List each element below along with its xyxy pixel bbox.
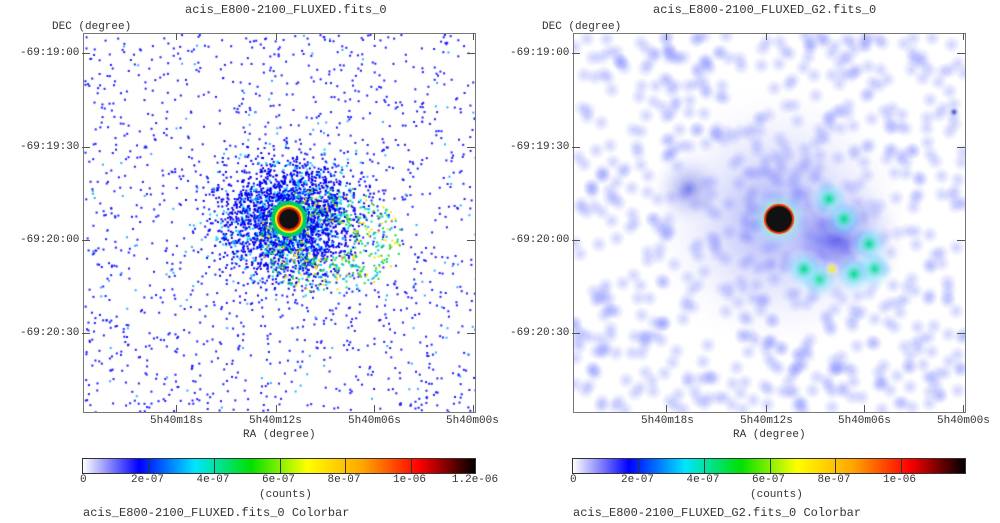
left-x-tick: 5h40m00s [446, 415, 499, 427]
colorbar-divider [345, 459, 346, 473]
left-colorbar-caption: acis_E800-2100_FLUXED.fits_0 Colorbar [83, 506, 350, 520]
axis-tick [82, 333, 90, 334]
right-y-tick: -69:20:30 [510, 327, 570, 339]
left-y-tick: -69:20:30 [20, 327, 80, 339]
colorbar-divider [410, 459, 412, 473]
right-x-tick: 5h40m18s [641, 415, 694, 427]
colorbar-tick-label: 1e-06 [883, 474, 917, 486]
left-title: acis_E800-2100_FLUXED.fits_0 [185, 3, 387, 17]
axis-tick [176, 33, 177, 40]
left-x-tick: 5h40m12s [249, 415, 302, 427]
colorbar-tick-label: 8e-07 [327, 474, 361, 486]
colorbar-tick-label: 6e-07 [752, 474, 786, 486]
axis-tick [572, 240, 580, 241]
left-y-tick: -69:19:30 [20, 141, 80, 153]
right-y-axis-label: DEC (degree) [542, 21, 622, 33]
axis-tick [957, 240, 965, 241]
axis-tick [82, 240, 90, 241]
axis-tick [82, 147, 90, 148]
axis-tick [963, 405, 964, 412]
left-x-tick: 5h40m18s [150, 415, 203, 427]
axis-tick [276, 405, 277, 412]
colorbar-tick-label: 4e-07 [686, 474, 720, 486]
axis-tick [572, 147, 580, 148]
right-x-tick: 5h40m06s [838, 415, 891, 427]
right-y-tick: -69:19:00 [510, 47, 570, 59]
axis-tick [666, 405, 667, 412]
colorbar-tick-label: 2e-07 [621, 474, 655, 486]
right-colorbar-unit: (counts) [750, 489, 803, 501]
colorbar-divider [279, 459, 281, 473]
left-x-tick: 5h40m06s [348, 415, 401, 427]
axis-tick [467, 240, 475, 241]
right-colorbar-caption: acis_E800-2100_FLUXED_G2.fits_0 Colorbar [573, 506, 862, 520]
colorbar-tick-label: 8e-07 [817, 474, 851, 486]
axis-tick [473, 405, 474, 412]
axis-tick [176, 405, 177, 412]
right-colorbar [572, 458, 966, 474]
axis-tick [963, 33, 964, 40]
right-y-tick: -69:19:30 [510, 141, 570, 153]
colorbar-tick-label: 0 [570, 474, 577, 486]
axis-tick [864, 405, 865, 412]
right-y-tick: -69:20:00 [510, 234, 570, 246]
axis-tick [473, 33, 474, 40]
colorbar-divider [214, 459, 215, 473]
left-y-axis-label: DEC (degree) [52, 21, 132, 33]
colorbar-tick-label: 4e-07 [196, 474, 230, 486]
left-y-tick: -69:19:00 [20, 47, 80, 59]
colorbar-divider [638, 459, 640, 473]
right-x-tick: 5h40m12s [740, 415, 793, 427]
axis-tick [864, 33, 865, 40]
left-x-axis-label: RA (degree) [243, 429, 316, 441]
colorbar-divider [835, 459, 836, 473]
right-image-view[interactable] [573, 33, 966, 413]
colorbar-divider [769, 459, 771, 473]
colorbar-divider [148, 459, 150, 473]
axis-tick [467, 333, 475, 334]
colorbar-divider [704, 459, 705, 473]
left-colorbar-unit: (counts) [259, 489, 312, 501]
right-title: acis_E800-2100_FLUXED_G2.fits_0 [653, 3, 877, 17]
colorbar-tick-label: 2e-07 [131, 474, 165, 486]
axis-tick [467, 53, 475, 54]
colorbar-tick-label: 1.2e-06 [451, 474, 499, 486]
axis-tick [374, 33, 375, 40]
colorbar-divider [900, 459, 902, 473]
axis-tick [374, 405, 375, 412]
axis-tick [957, 53, 965, 54]
axis-tick [957, 333, 965, 334]
left-colorbar [82, 458, 476, 474]
axis-tick [957, 147, 965, 148]
axis-tick [666, 33, 667, 40]
axis-tick [766, 405, 767, 412]
colorbar-tick-label: 0 [80, 474, 87, 486]
left-y-tick: -69:20:00 [20, 234, 80, 246]
axis-tick [276, 33, 277, 40]
colorbar-tick-label: 1e-06 [393, 474, 427, 486]
axis-tick [572, 333, 580, 334]
right-x-tick: 5h40m00s [937, 415, 990, 427]
axis-tick [467, 147, 475, 148]
right-x-axis-label: RA (degree) [733, 429, 806, 441]
axis-tick [766, 33, 767, 40]
axis-tick [82, 53, 90, 54]
left-image-view[interactable] [83, 33, 476, 413]
colorbar-tick-label: 6e-07 [262, 474, 296, 486]
axis-tick [572, 53, 580, 54]
